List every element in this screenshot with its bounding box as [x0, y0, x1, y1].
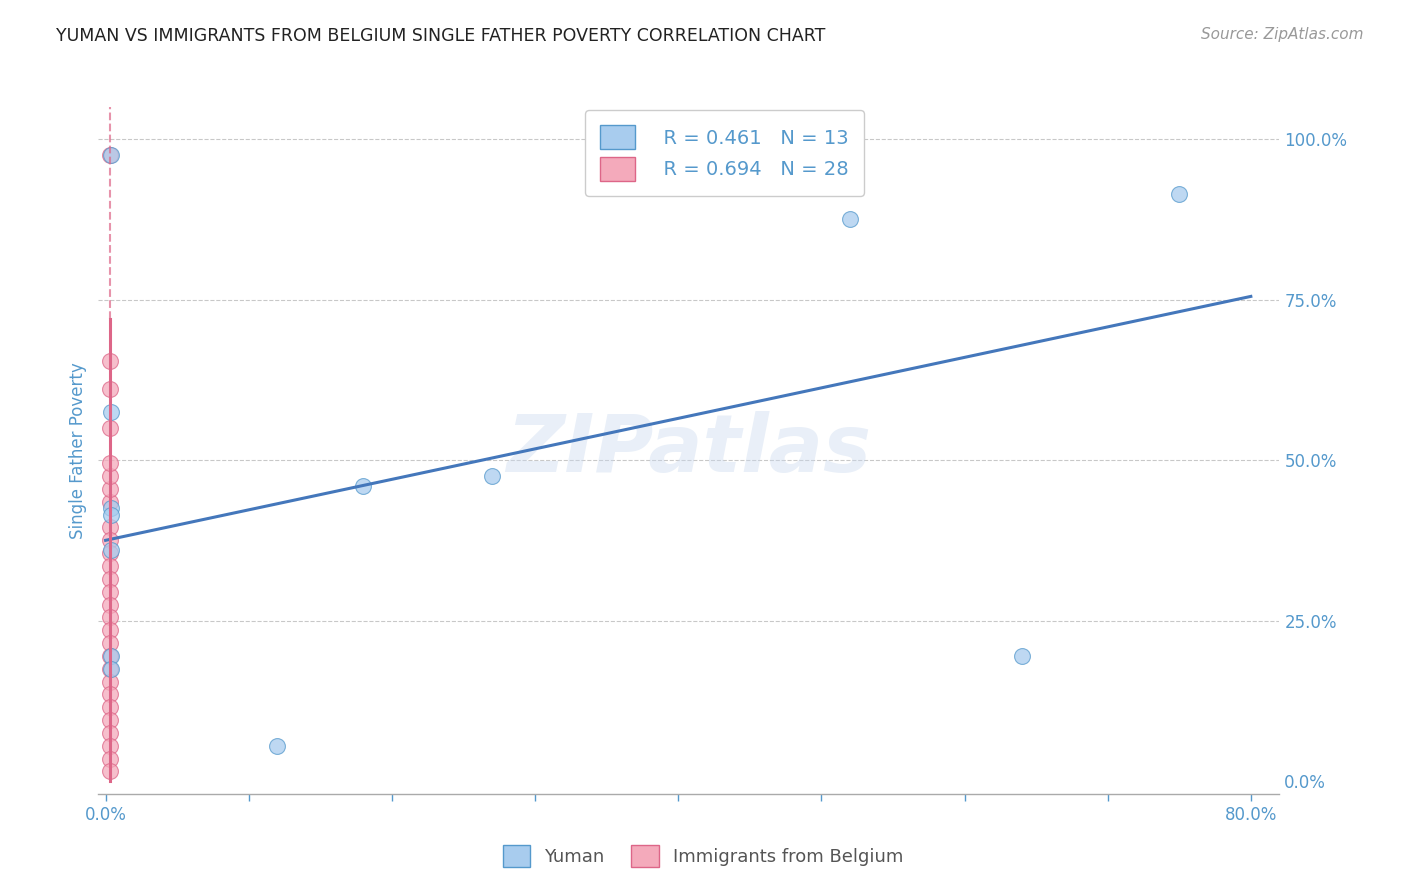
Point [98, 559, 121, 574]
Point [100, 508, 122, 522]
Point [98, 421, 121, 435]
Point [98, 713, 121, 727]
Point [1011, 648, 1033, 663]
Point [100, 648, 122, 663]
Y-axis label: Single Father Poverty: Single Father Poverty [69, 362, 87, 539]
Point [98, 726, 121, 740]
Point [100, 148, 122, 162]
Point [98, 495, 121, 509]
Point [839, 212, 862, 227]
Legend: Yuman, Immigrants from Belgium: Yuman, Immigrants from Belgium [495, 838, 911, 874]
Point [98, 700, 121, 714]
Point [100, 543, 122, 558]
Point [98, 383, 121, 397]
Point [98, 598, 121, 612]
Point [100, 501, 122, 516]
Point [98, 469, 121, 483]
Point [98, 636, 121, 650]
Point [98, 739, 121, 753]
Point [352, 479, 374, 493]
Point [98, 353, 121, 368]
Point [100, 405, 122, 419]
Point [98, 482, 121, 496]
Text: Source: ZipAtlas.com: Source: ZipAtlas.com [1201, 27, 1364, 42]
Point [98, 533, 121, 548]
Point [98, 148, 121, 162]
Point [98, 520, 121, 534]
Point [98, 610, 121, 624]
Point [98, 456, 121, 470]
Point [98, 584, 121, 599]
Point [98, 572, 121, 586]
Point [98, 623, 121, 637]
Point [98, 546, 121, 560]
Point [98, 764, 121, 779]
Point [98, 751, 121, 765]
Point [98, 687, 121, 701]
Point [481, 469, 503, 483]
Point [266, 739, 288, 753]
Point [98, 662, 121, 676]
Point [100, 662, 122, 676]
Point [98, 674, 121, 689]
Point [98, 648, 121, 663]
Point [1168, 186, 1191, 201]
Text: ZIPatlas: ZIPatlas [506, 411, 872, 490]
Text: YUMAN VS IMMIGRANTS FROM BELGIUM SINGLE FATHER POVERTY CORRELATION CHART: YUMAN VS IMMIGRANTS FROM BELGIUM SINGLE … [56, 27, 825, 45]
Legend:   R = 0.461   N = 13,   R = 0.694   N = 28: R = 0.461 N = 13, R = 0.694 N = 28 [585, 110, 865, 196]
